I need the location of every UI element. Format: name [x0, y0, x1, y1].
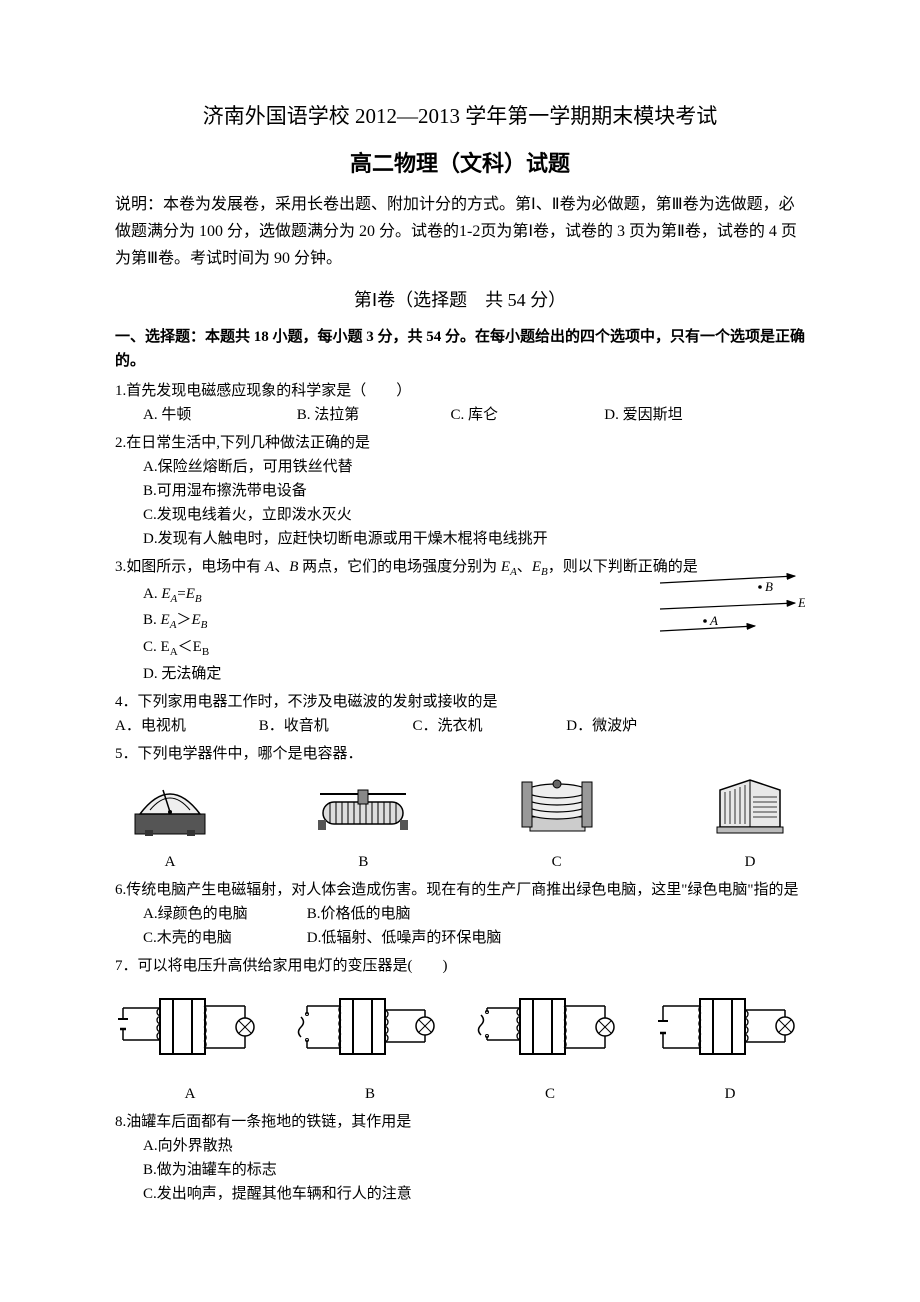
- transformer-circuit-a-icon: [115, 984, 265, 1074]
- q5-label-a: A: [115, 850, 225, 874]
- q4-options: A．电视机 B．收音机 C．洗衣机 D．微波炉: [115, 714, 805, 738]
- page-title: 济南外国语学校 2012—2013 学年第一学期期末模块考试: [115, 100, 805, 134]
- q1-opt-c: C. 库仑: [451, 403, 601, 427]
- question-8: 8.油罐车后面都有一条拖地的铁链，其作用是 A.向外界散热 B.做为油罐车的标志…: [115, 1110, 805, 1206]
- transformer-circuit-b-icon: [295, 984, 445, 1074]
- q5-fig-a: A: [115, 772, 225, 874]
- q4-stem: 4．下列家用电器工作时，不涉及电磁波的发射或接收的是: [115, 690, 805, 714]
- mc-intro: 一、选择题：本题共 18 小题，每小题 3 分，共 54 分。在每小题给出的四个…: [115, 325, 805, 373]
- q1-opt-b: B. 法拉第: [297, 403, 447, 427]
- q4-opt-c: C．洗衣机: [413, 714, 563, 738]
- q8-opt-b: B.做为油罐车的标志: [115, 1158, 805, 1182]
- q1-opt-d: D. 爱因斯坦: [604, 403, 754, 427]
- q6-opt-b: B.价格低的电脑: [307, 902, 411, 926]
- question-1: 1.首先发现电磁感应现象的科学家是（ ） A. 牛顿 B. 法拉第 C. 库仑 …: [115, 379, 805, 427]
- rheostat-icon: [308, 772, 418, 842]
- q4-opt-d: D．微波炉: [566, 714, 716, 738]
- q1-stem: 1.首先发现电磁感应现象的科学家是（ ）: [115, 379, 805, 403]
- q7-label-d: D: [655, 1082, 805, 1106]
- question-2: 2.在日常生活中,下列几种做法正确的是 A.保险丝熔断后，可用铁丝代替 B.可用…: [115, 431, 805, 551]
- q3-fig-label-e: E: [797, 595, 805, 610]
- q4-opt-b: B．收音机: [259, 714, 409, 738]
- q7-label-c: C: [475, 1082, 625, 1106]
- q8-opt-c: C.发出响声，提醒其他车辆和行人的注意: [115, 1182, 805, 1206]
- ammeter-icon: [115, 772, 225, 842]
- q5-label-d: D: [695, 850, 805, 874]
- q7-stem: 7．可以将电压升高供给家用电灯的变压器是( ): [115, 954, 805, 978]
- q4-opt-a: A．电视机: [115, 714, 255, 738]
- question-4: 4．下列家用电器工作时，不涉及电磁波的发射或接收的是 A．电视机 B．收音机 C…: [115, 690, 805, 738]
- variable-capacitor-icon: [502, 772, 612, 842]
- q2-opt-d: D.发现有人触电时，应赶快切断电源或用干燥木棍将电线挑开: [115, 527, 805, 551]
- q3-fig-label-a: A: [709, 613, 718, 628]
- q7-fig-a: A: [115, 984, 265, 1106]
- q6-opt-c: C.木壳的电脑: [143, 926, 303, 950]
- transformer-circuit-c-icon: [475, 984, 625, 1074]
- q2-opt-c: C.发现电线着火，立即泼水灭火: [115, 503, 805, 527]
- q5-stem: 5．下列电学器件中，哪个是电容器．: [115, 742, 805, 766]
- q3-fig-label-b: B: [765, 579, 773, 594]
- q5-figures: A B: [115, 772, 805, 874]
- q8-stem: 8.油罐车后面都有一条拖地的铁链，其作用是: [115, 1110, 805, 1134]
- q5-label-c: C: [502, 850, 612, 874]
- instructions: 说明：本卷为发展卷，采用长卷出题、附加计分的方式。第Ⅰ、Ⅱ卷为必做题，第Ⅲ卷为选…: [115, 191, 805, 273]
- q3-field-diagram: B A E: [655, 571, 805, 641]
- q5-fig-d: D: [695, 772, 805, 874]
- q1-opt-a: A. 牛顿: [143, 403, 293, 427]
- q7-label-b: B: [295, 1082, 445, 1106]
- page-subtitle: 高二物理（文科）试题: [115, 146, 805, 181]
- q2-opt-a: A.保险丝熔断后，可用铁丝代替: [115, 455, 805, 479]
- question-6: 6.传统电脑产生电磁辐射，对人体会造成伤害。现在有的生产厂商推出绿色电脑，这里"…: [115, 878, 805, 950]
- q7-fig-d: D: [655, 984, 805, 1106]
- section-header: 第Ⅰ卷（选择题 共 54 分）: [115, 286, 805, 315]
- q5-label-b: B: [308, 850, 418, 874]
- transformer-icon: [695, 772, 805, 842]
- q5-fig-b: B: [308, 772, 418, 874]
- q2-opt-b: B.可用湿布擦洗带电设备: [115, 479, 805, 503]
- q6-stem: 6.传统电脑产生电磁辐射，对人体会造成伤害。现在有的生产厂商推出绿色电脑，这里"…: [115, 878, 805, 902]
- q5-fig-c: C: [502, 772, 612, 874]
- q6-row2: C.木壳的电脑 D.低辐射、低噪声的环保电脑: [115, 926, 805, 950]
- q6-opt-d: D.低辐射、低噪声的环保电脑: [307, 926, 502, 950]
- q2-stem: 2.在日常生活中,下列几种做法正确的是: [115, 431, 805, 455]
- transformer-circuit-d-icon: [655, 984, 805, 1074]
- q7-label-a: A: [115, 1082, 265, 1106]
- question-7: 7．可以将电压升高供给家用电灯的变压器是( ): [115, 954, 805, 1106]
- q7-fig-c: C: [475, 984, 625, 1106]
- q3-opt-d: D. 无法确定: [115, 662, 805, 686]
- question-5: 5．下列电学器件中，哪个是电容器． A: [115, 742, 805, 874]
- q8-opt-a: A.向外界散热: [115, 1134, 805, 1158]
- q7-figures: A: [115, 984, 805, 1106]
- q1-options: A. 牛顿 B. 法拉第 C. 库仑 D. 爱因斯坦: [115, 403, 805, 427]
- q6-opt-a: A.绿颜色的电脑: [143, 902, 303, 926]
- q7-fig-b: B: [295, 984, 445, 1106]
- q6-row1: A.绿颜色的电脑 B.价格低的电脑: [115, 902, 805, 926]
- question-3: 3.如图所示，电场中有 A、B 两点，它们的电场强度分别为 EA、EB，则以下判…: [115, 555, 805, 685]
